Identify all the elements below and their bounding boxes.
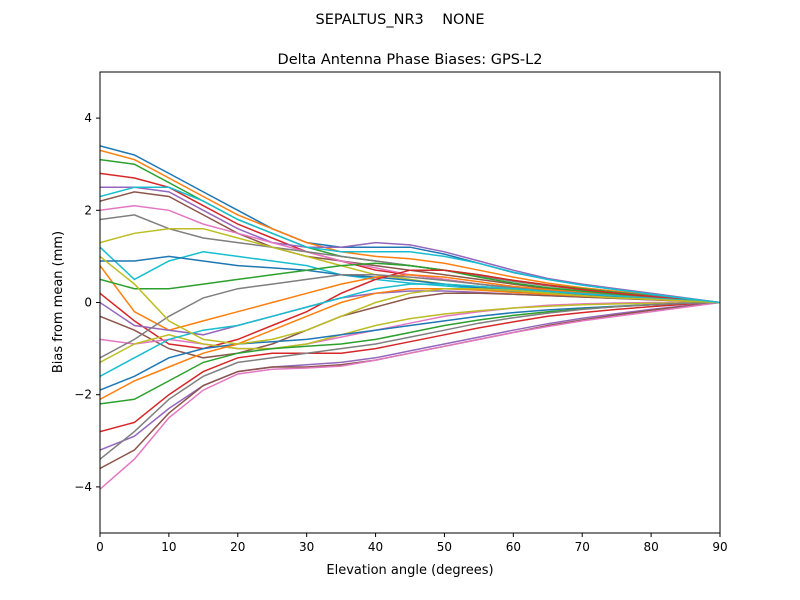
series-line-27 bbox=[100, 301, 720, 490]
x-tick-label: 40 bbox=[368, 540, 383, 554]
chart-title: Delta Antenna Phase Biases: GPS-L2 bbox=[278, 52, 543, 68]
x-tick-label: 0 bbox=[96, 540, 104, 554]
series-line-5 bbox=[100, 186, 720, 304]
x-tick-label: 30 bbox=[299, 540, 314, 554]
y-tick-label: 4 bbox=[84, 111, 92, 125]
x-tick-label: 10 bbox=[161, 540, 176, 554]
series-line-30 bbox=[100, 186, 720, 304]
y-tick-label: 2 bbox=[84, 203, 92, 217]
x-tick-label: 60 bbox=[506, 540, 521, 554]
x-axis-label: Elevation angle (degrees) bbox=[326, 563, 493, 578]
x-tick-label: 70 bbox=[575, 540, 590, 554]
series-line-18 bbox=[100, 274, 720, 359]
series-line-19 bbox=[100, 301, 720, 364]
y-tick-label: −4 bbox=[74, 480, 92, 494]
x-tick-label: 20 bbox=[230, 540, 245, 554]
y-axis: −4 −2 0 2 4 bbox=[74, 111, 100, 494]
series-line-13 bbox=[100, 262, 720, 304]
x-tick-label: 80 bbox=[643, 540, 658, 554]
y-axis-label: Bias from mean (mm) bbox=[51, 231, 66, 373]
series-line-25 bbox=[100, 301, 720, 451]
chart-suptitle: SEPALTUS_NR3 NONE bbox=[316, 12, 485, 28]
series-line-20 bbox=[100, 283, 720, 377]
y-tick-label: −2 bbox=[74, 388, 92, 402]
series-line-2 bbox=[100, 149, 720, 304]
x-axis: 0 10 20 30 40 50 60 70 80 90 bbox=[96, 533, 728, 554]
y-tick-label: 0 bbox=[84, 296, 92, 310]
series-line-29 bbox=[100, 255, 720, 345]
series-line-28 bbox=[100, 301, 720, 460]
series-line-24 bbox=[100, 301, 720, 433]
series-line-11 bbox=[100, 255, 720, 304]
series-lines bbox=[100, 145, 720, 490]
x-tick-label: 90 bbox=[712, 540, 727, 554]
x-tick-label: 50 bbox=[437, 540, 452, 554]
series-line-26 bbox=[100, 301, 720, 470]
